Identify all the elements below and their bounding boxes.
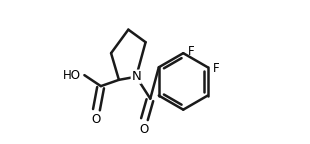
Text: HO: HO	[63, 69, 81, 82]
Text: F: F	[188, 45, 195, 58]
Text: O: O	[91, 113, 101, 126]
Text: O: O	[140, 123, 148, 136]
Text: N: N	[131, 70, 141, 83]
Text: F: F	[212, 62, 219, 75]
